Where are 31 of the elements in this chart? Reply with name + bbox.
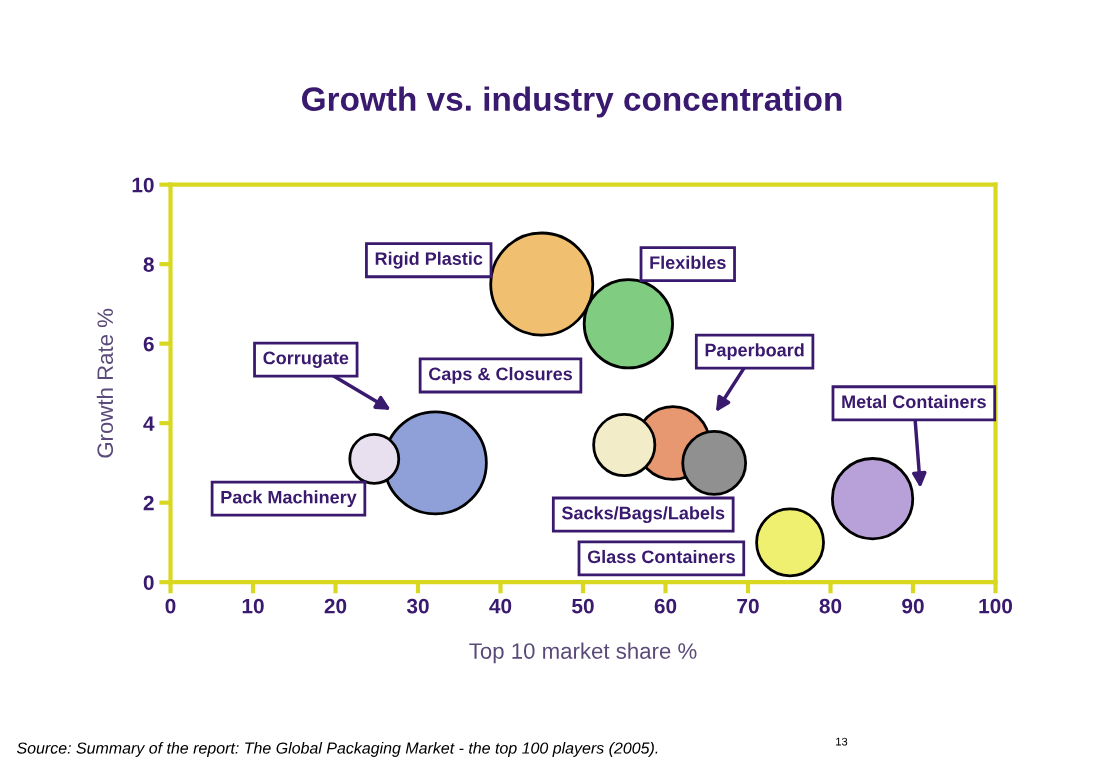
x-axis-title: Top 10 market share % [469,642,697,664]
x-tick-label: 80 [819,598,842,614]
annotation: Paperboard [705,343,804,361]
x-tick-label: 0 [165,598,176,614]
y-tick-label: 6 [143,336,154,352]
y-tick-label: 4 [143,416,155,431]
x-tick-label: 20 [324,598,347,614]
x-tick-label: 60 [654,598,677,614]
chart-title: Growth vs. industry concentration [302,86,842,118]
annotation: Pack Machinery [221,490,357,508]
x-tick-label: 50 [572,598,594,614]
annotation: Glass Containers [587,549,735,564]
x-tick-label: 90 [902,598,924,614]
y-axis-title: Growth Rate % [96,308,114,458]
x-tick-label: 70 [737,598,759,614]
source-note: Source: Summary of the report: The Global Packaging Market - the top 100 players (2005). [16,742,658,757]
text: 13 [836,737,848,746]
x-tick-label: 40 [489,598,512,614]
y-tick-label: 8 [143,257,154,272]
x-tick-label: 10 [242,598,264,614]
y-tick-label: 2 [143,495,154,511]
annotation: Rigid Plastic [375,251,483,269]
y-tick-label: 10 [132,177,154,193]
annotation: Caps & Closures [429,367,573,384]
x-tick-label: 100 [979,598,1013,614]
x-tick-label: 30 [406,598,429,614]
annotation: Metal Containers [842,394,986,409]
y-tick-label: 0 [143,575,154,590]
annotation: Flexibles [650,255,726,269]
annotation: Corrugate [263,351,349,368]
annotation: Sacks/Bags/Labels [561,506,725,524]
